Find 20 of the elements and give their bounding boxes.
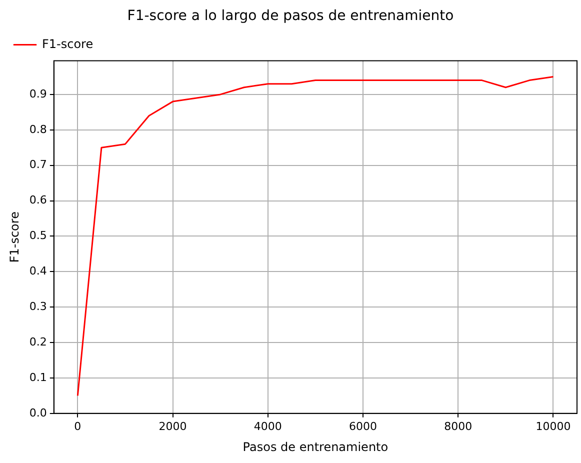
y-tick-label: 0.6 xyxy=(29,194,47,207)
x-tick-label: 8000 xyxy=(444,420,472,433)
y-tick-label: 0.0 xyxy=(29,406,47,420)
x-tick-label: 6000 xyxy=(349,420,377,433)
chart-title: F1-score a lo largo de pasos de entrenamiento xyxy=(127,8,454,24)
x-tick-label: 10000 xyxy=(536,420,571,433)
y-axis-title: F1-score xyxy=(7,212,22,263)
x-tick-label: 2000 xyxy=(158,420,187,433)
x-tick-label: 0 xyxy=(74,420,82,433)
y-tick-label: 0.9 xyxy=(29,87,47,100)
y-tick-label: 0.7 xyxy=(29,158,47,172)
y-tick-label: 0.3 xyxy=(29,300,47,313)
y-tick-label: 0.4 xyxy=(29,264,47,278)
y-tick-label: 0.2 xyxy=(29,335,47,348)
y-tick-label: 0.8 xyxy=(29,122,47,136)
y-tick-label: 0.5 xyxy=(29,229,47,242)
x-axis-title: Pasos de entrenamiento xyxy=(242,440,388,454)
x-tick-label: 4000 xyxy=(254,420,282,433)
legend-label: F1-score xyxy=(42,36,94,51)
y-tick-label: 0.1 xyxy=(29,370,47,384)
